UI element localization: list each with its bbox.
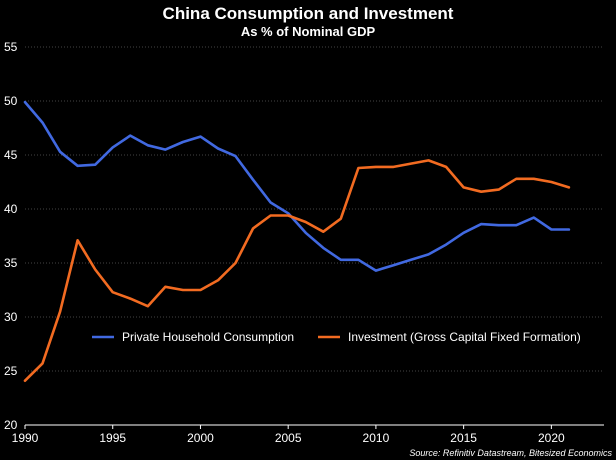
y-tick-label: 50 xyxy=(4,94,18,108)
x-tick-label: 2005 xyxy=(275,431,302,445)
legend: Private Household Consumption Investment … xyxy=(92,330,581,344)
axes: 20 25 30 35 40 45 50 55 1990 1995 2000 2005 2010 2015… xyxy=(4,40,604,445)
x-tick-label: 2020 xyxy=(538,431,565,445)
x-tick-label: 2000 xyxy=(187,431,214,445)
y-tick-label: 25 xyxy=(4,364,18,378)
chart-title: China Consumption and Investment xyxy=(163,4,454,23)
x-tick-label: 1990 xyxy=(12,431,39,445)
legend-label-2: Investment (Gross Capital Fixed Formatio… xyxy=(348,330,581,344)
y-tick-label: 45 xyxy=(4,148,18,162)
series-line-2 xyxy=(23,159,571,383)
y-tick-label: 35 xyxy=(4,256,18,270)
y-tick-label: 30 xyxy=(4,310,18,324)
x-tick-label: 2010 xyxy=(363,431,390,445)
chart-subtitle: As % of Nominal GDP xyxy=(241,24,376,39)
legend-label-1: Private Household Consumption xyxy=(122,330,294,344)
series-lines xyxy=(23,100,571,383)
y-tick-label: 20 xyxy=(4,418,18,432)
series-line-1 xyxy=(23,100,571,272)
source-note: Source: Refinitiv Datastream, Bitesized … xyxy=(409,448,612,458)
x-tick-label: 1995 xyxy=(99,431,126,445)
x-tick-label: 2015 xyxy=(450,431,477,445)
gridlines xyxy=(25,46,604,372)
y-tick-label: 40 xyxy=(4,202,18,216)
y-tick-label: 55 xyxy=(4,40,18,54)
